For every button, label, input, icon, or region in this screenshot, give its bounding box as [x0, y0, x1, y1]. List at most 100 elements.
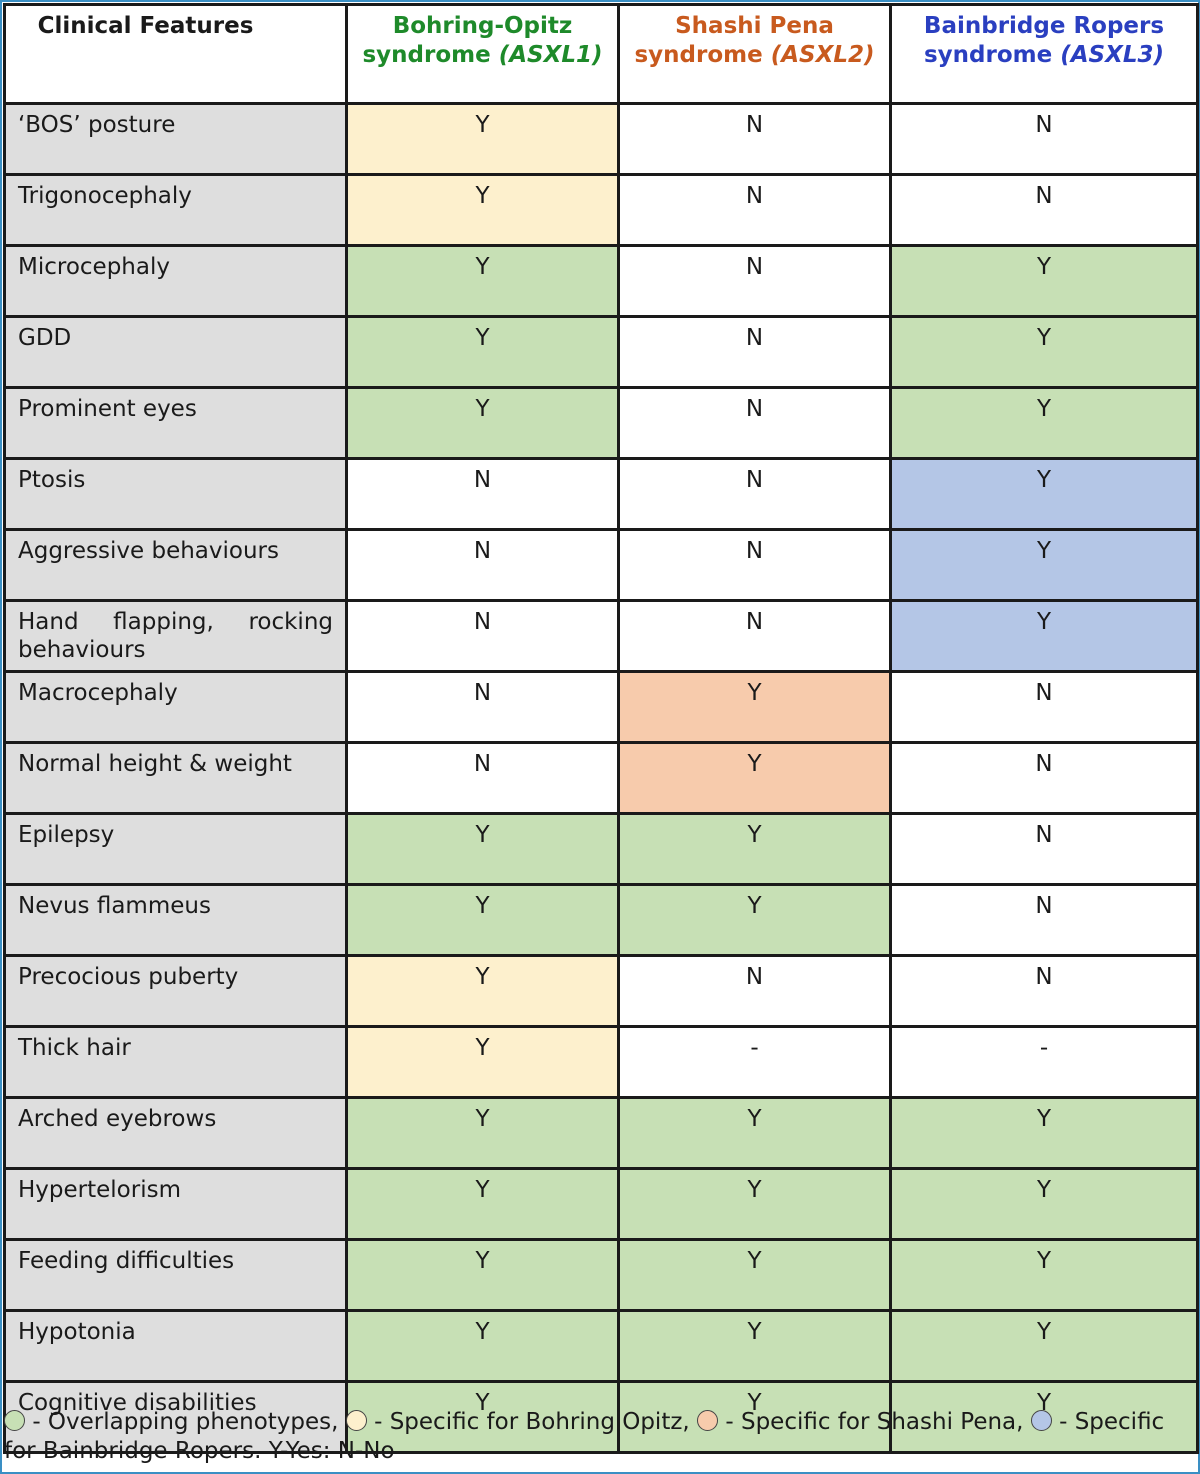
value-cell: N: [617, 315, 892, 389]
value-cell: N: [345, 599, 620, 673]
value-cell: Y: [345, 812, 620, 886]
value-cell: Y: [345, 315, 620, 389]
value-cell: N: [889, 883, 1199, 957]
header-row: Clinical Features Bohring-Opitz syndrome…: [3, 3, 1199, 105]
feature-cell: Normal height & weight: [3, 741, 348, 815]
table-row: Precocious puberty Y N N: [3, 954, 1199, 1028]
legend: - Overlapping phenotypes, - Specific for…: [4, 1408, 1190, 1466]
value-cell: Y: [617, 1309, 892, 1383]
header-col1-gene: (ASXL1): [498, 42, 603, 68]
feature-cell: Precocious puberty: [3, 954, 348, 1028]
value-cell: Y: [345, 1167, 620, 1241]
value-cell: N: [889, 812, 1199, 886]
feature-cell: Ptosis: [3, 457, 348, 531]
legend-br: - Specific for Bainbridge Ropers. Y-Yes:…: [4, 1409, 1165, 1464]
table-row: Macrocephaly N Y N: [3, 670, 1199, 744]
feature-cell: Macrocephaly: [3, 670, 348, 744]
value-cell: Y: [889, 1096, 1199, 1170]
value-cell: N: [617, 457, 892, 531]
header-features-label: Clinical Features: [37, 13, 254, 39]
feature-cell: Thick hair: [3, 1025, 348, 1099]
feature-cell: GDD: [3, 315, 348, 389]
legend-sp: - Specific for Shashi Pena,: [725, 1409, 1024, 1435]
table-body: ‘BOS’ posture Y N N Trigonocephaly Y N N Microce…: [3, 102, 1199, 1454]
br-swatch-icon: [1030, 1410, 1052, 1431]
feature-cell: Trigonocephaly: [3, 173, 348, 247]
table-row: Hypertelorism Y Y Y: [3, 1167, 1199, 1241]
value-cell: N: [617, 528, 892, 602]
value-cell: Y: [617, 1167, 892, 1241]
value-cell: N: [889, 741, 1199, 815]
value-cell: Y: [617, 812, 892, 886]
value-cell: Y: [889, 386, 1199, 460]
table-row: Microcephaly Y N Y: [3, 244, 1199, 318]
header-shashi-pena: Shashi Pena syndrome (ASXL2): [617, 3, 892, 105]
value-cell: N: [617, 954, 892, 1028]
value-cell: N: [345, 528, 620, 602]
table-row: Arched eyebrows Y Y Y: [3, 1096, 1199, 1170]
feature-cell: Prominent eyes: [3, 386, 348, 460]
header-col3-gene: (ASXL3): [1060, 42, 1165, 68]
header-col1-name: Bohring-Opitz: [392, 13, 573, 39]
feature-cell: Feeding difficulties: [3, 1238, 348, 1312]
value-cell: Y: [345, 1309, 620, 1383]
header-col2-name: Shashi Pena: [675, 13, 834, 39]
table-row: Nevus flammeus Y Y N: [3, 883, 1199, 957]
table-row: Hypotonia Y Y Y: [3, 1309, 1199, 1383]
value-cell: Y: [345, 954, 620, 1028]
value-cell: Y: [889, 528, 1199, 602]
header-col1-suffix: syndrome: [362, 42, 491, 68]
value-cell: Y: [617, 670, 892, 744]
table-row: ‘BOS’ posture Y N N: [3, 102, 1199, 176]
table-row: GDD Y N Y: [3, 315, 1199, 389]
value-cell: Y: [617, 1380, 892, 1454]
value-cell: N: [889, 954, 1199, 1028]
legend-overlap: - Overlapping phenotypes,: [32, 1409, 339, 1435]
feature-cell: Aggressive behaviours: [3, 528, 348, 602]
feature-cell: ‘BOS’ posture: [3, 102, 348, 176]
value-cell: Y: [617, 1238, 892, 1312]
legend-bos: - Specific for Bohring Opitz,: [374, 1409, 690, 1435]
value-cell: Y: [345, 244, 620, 318]
bos-swatch-icon: [345, 1410, 367, 1431]
header-col3-suffix: syndrome: [923, 42, 1053, 68]
value-cell: Y: [345, 1096, 620, 1170]
value-cell: Y: [889, 1167, 1199, 1241]
value-cell: N: [617, 102, 892, 176]
value-cell: -: [889, 1025, 1199, 1099]
header-bohring-opitz: Bohring-Opitz syndrome (ASXL1): [345, 3, 620, 105]
value-cell: N: [617, 173, 892, 247]
value-cell: Y: [345, 1380, 620, 1454]
header-col2-suffix: syndrome: [634, 42, 763, 68]
value-cell: Y: [345, 883, 620, 957]
table-row: Cognitive disabilities Y Y Y: [3, 1380, 1199, 1454]
sp-swatch-icon: [697, 1410, 719, 1431]
value-cell: Y: [617, 883, 892, 957]
value-cell: Y: [345, 173, 620, 247]
header-col3-name: Bainbridge Ropers: [923, 13, 1165, 39]
value-cell: Y: [345, 1025, 620, 1099]
table-row: Feeding difficulties Y Y Y: [3, 1238, 1199, 1312]
feature-cell: Hand flapping, rocking behaviours: [3, 599, 348, 673]
feature-cell: Hypotonia: [3, 1309, 348, 1383]
table-row: Aggressive behaviours N N Y: [3, 528, 1199, 602]
table-row: Normal height & weight N Y N: [3, 741, 1199, 815]
value-cell: Y: [617, 741, 892, 815]
header-bainbridge-ropers: Bainbridge Ropers syndrome (ASXL3): [889, 3, 1199, 105]
value-cell: N: [345, 457, 620, 531]
value-cell: Y: [889, 1309, 1199, 1383]
header-col2-gene: (ASXL2): [770, 42, 875, 68]
value-cell: N: [617, 386, 892, 460]
feature-cell: Cognitive disabilities: [3, 1380, 348, 1454]
value-cell: Y: [345, 386, 620, 460]
value-cell: Y: [889, 1380, 1199, 1454]
header-clinical-features: Clinical Features: [3, 3, 348, 105]
value-cell: N: [889, 670, 1199, 744]
feature-cell: Arched eyebrows: [3, 1096, 348, 1170]
value-cell: N: [889, 102, 1199, 176]
table-row: Epilepsy Y Y N: [3, 812, 1199, 886]
value-cell: N: [345, 741, 620, 815]
feature-cell: Epilepsy: [3, 812, 348, 886]
value-cell: N: [617, 244, 892, 318]
overlap-swatch-icon: [4, 1410, 25, 1431]
